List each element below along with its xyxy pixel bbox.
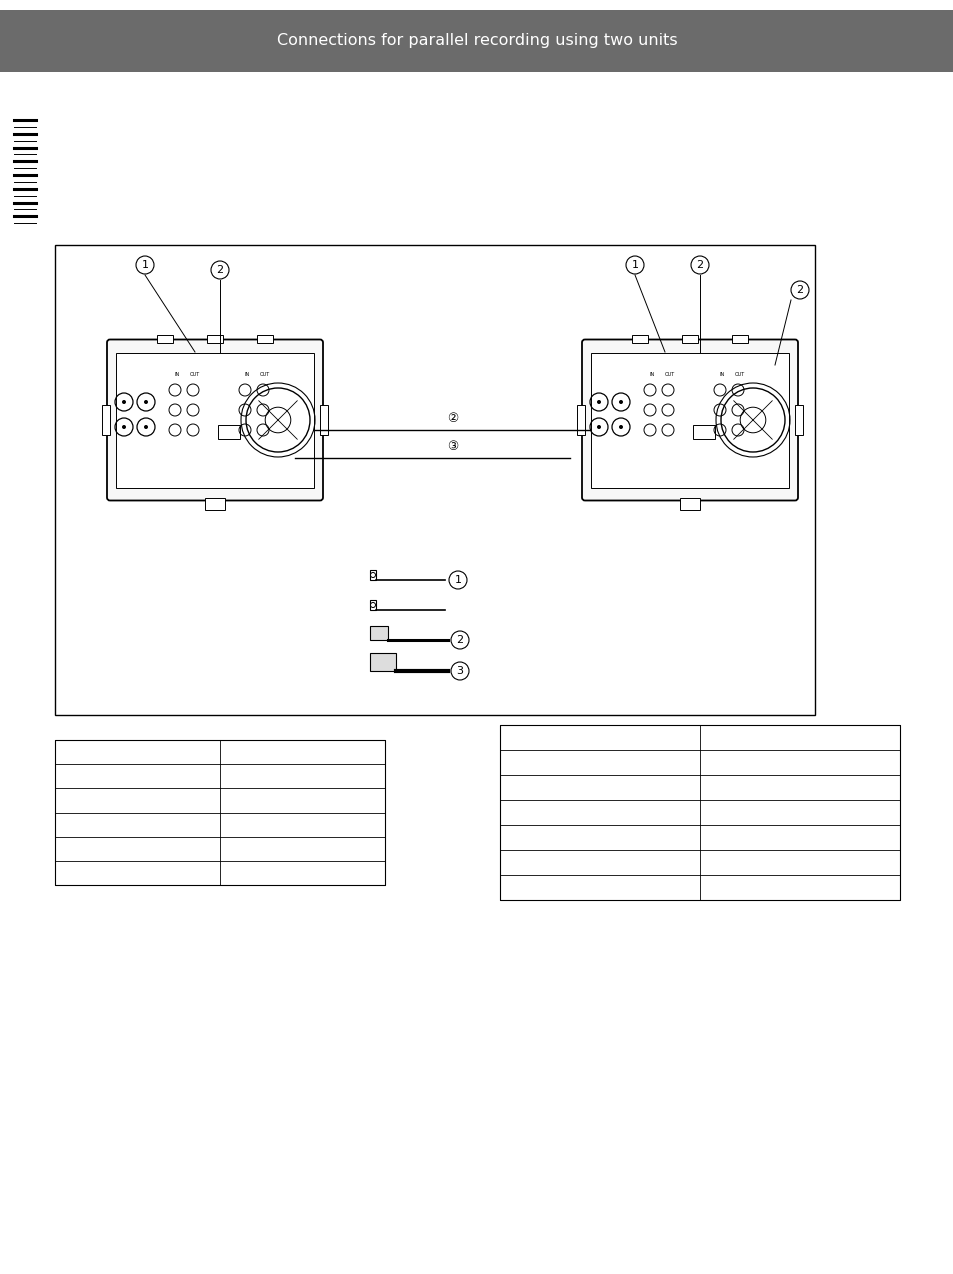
Text: IN: IN	[719, 372, 724, 377]
Text: IN: IN	[244, 372, 250, 377]
Bar	[218, 426, 240, 440]
Text: IN: IN	[174, 372, 179, 377]
Bar	[205, 498, 225, 510]
Text: OUT: OUT	[190, 372, 200, 377]
Circle shape	[597, 426, 600, 429]
Text: 2: 2	[796, 285, 802, 296]
Bar	[681, 335, 698, 343]
FancyBboxPatch shape	[107, 339, 323, 501]
Text: ③: ③	[446, 440, 457, 452]
Text: 3: 3	[456, 666, 463, 676]
Text: OUT: OUT	[734, 372, 744, 377]
Text: 2: 2	[696, 260, 702, 270]
Bar	[55, 740, 385, 885]
Bar	[207, 335, 223, 343]
Text: OUT: OUT	[664, 372, 675, 377]
Text: 1: 1	[141, 260, 149, 270]
Text: IN: IN	[649, 372, 654, 377]
Bar	[590, 353, 788, 488]
Bar	[102, 405, 110, 434]
Text: OUT: OUT	[259, 372, 270, 377]
Text: 2: 2	[216, 265, 223, 275]
Bar	[499, 725, 899, 899]
Bar	[116, 353, 314, 488]
Circle shape	[122, 426, 126, 429]
Bar	[319, 405, 328, 434]
Bar	[370, 569, 375, 580]
Text: Connections for parallel recording using two units: Connections for parallel recording using…	[276, 33, 677, 48]
Text: ②: ②	[446, 412, 457, 424]
Bar	[256, 335, 273, 343]
Bar	[370, 626, 388, 640]
Circle shape	[618, 400, 622, 404]
Circle shape	[618, 426, 622, 429]
Bar	[0, 10, 953, 73]
Bar	[679, 498, 700, 510]
Bar	[731, 335, 747, 343]
Circle shape	[144, 400, 148, 404]
Text: 2: 2	[456, 634, 463, 645]
Bar	[692, 426, 714, 440]
FancyBboxPatch shape	[581, 339, 797, 501]
Bar	[55, 245, 814, 715]
Bar	[157, 335, 172, 343]
Bar	[370, 600, 375, 610]
Text: 1: 1	[631, 260, 638, 270]
Text: 1: 1	[454, 575, 461, 585]
Circle shape	[122, 400, 126, 404]
Bar	[370, 654, 395, 671]
Circle shape	[597, 400, 600, 404]
Bar	[577, 405, 584, 434]
Circle shape	[370, 572, 375, 577]
Circle shape	[370, 603, 375, 608]
Circle shape	[144, 426, 148, 429]
Bar	[794, 405, 802, 434]
Bar	[631, 335, 647, 343]
